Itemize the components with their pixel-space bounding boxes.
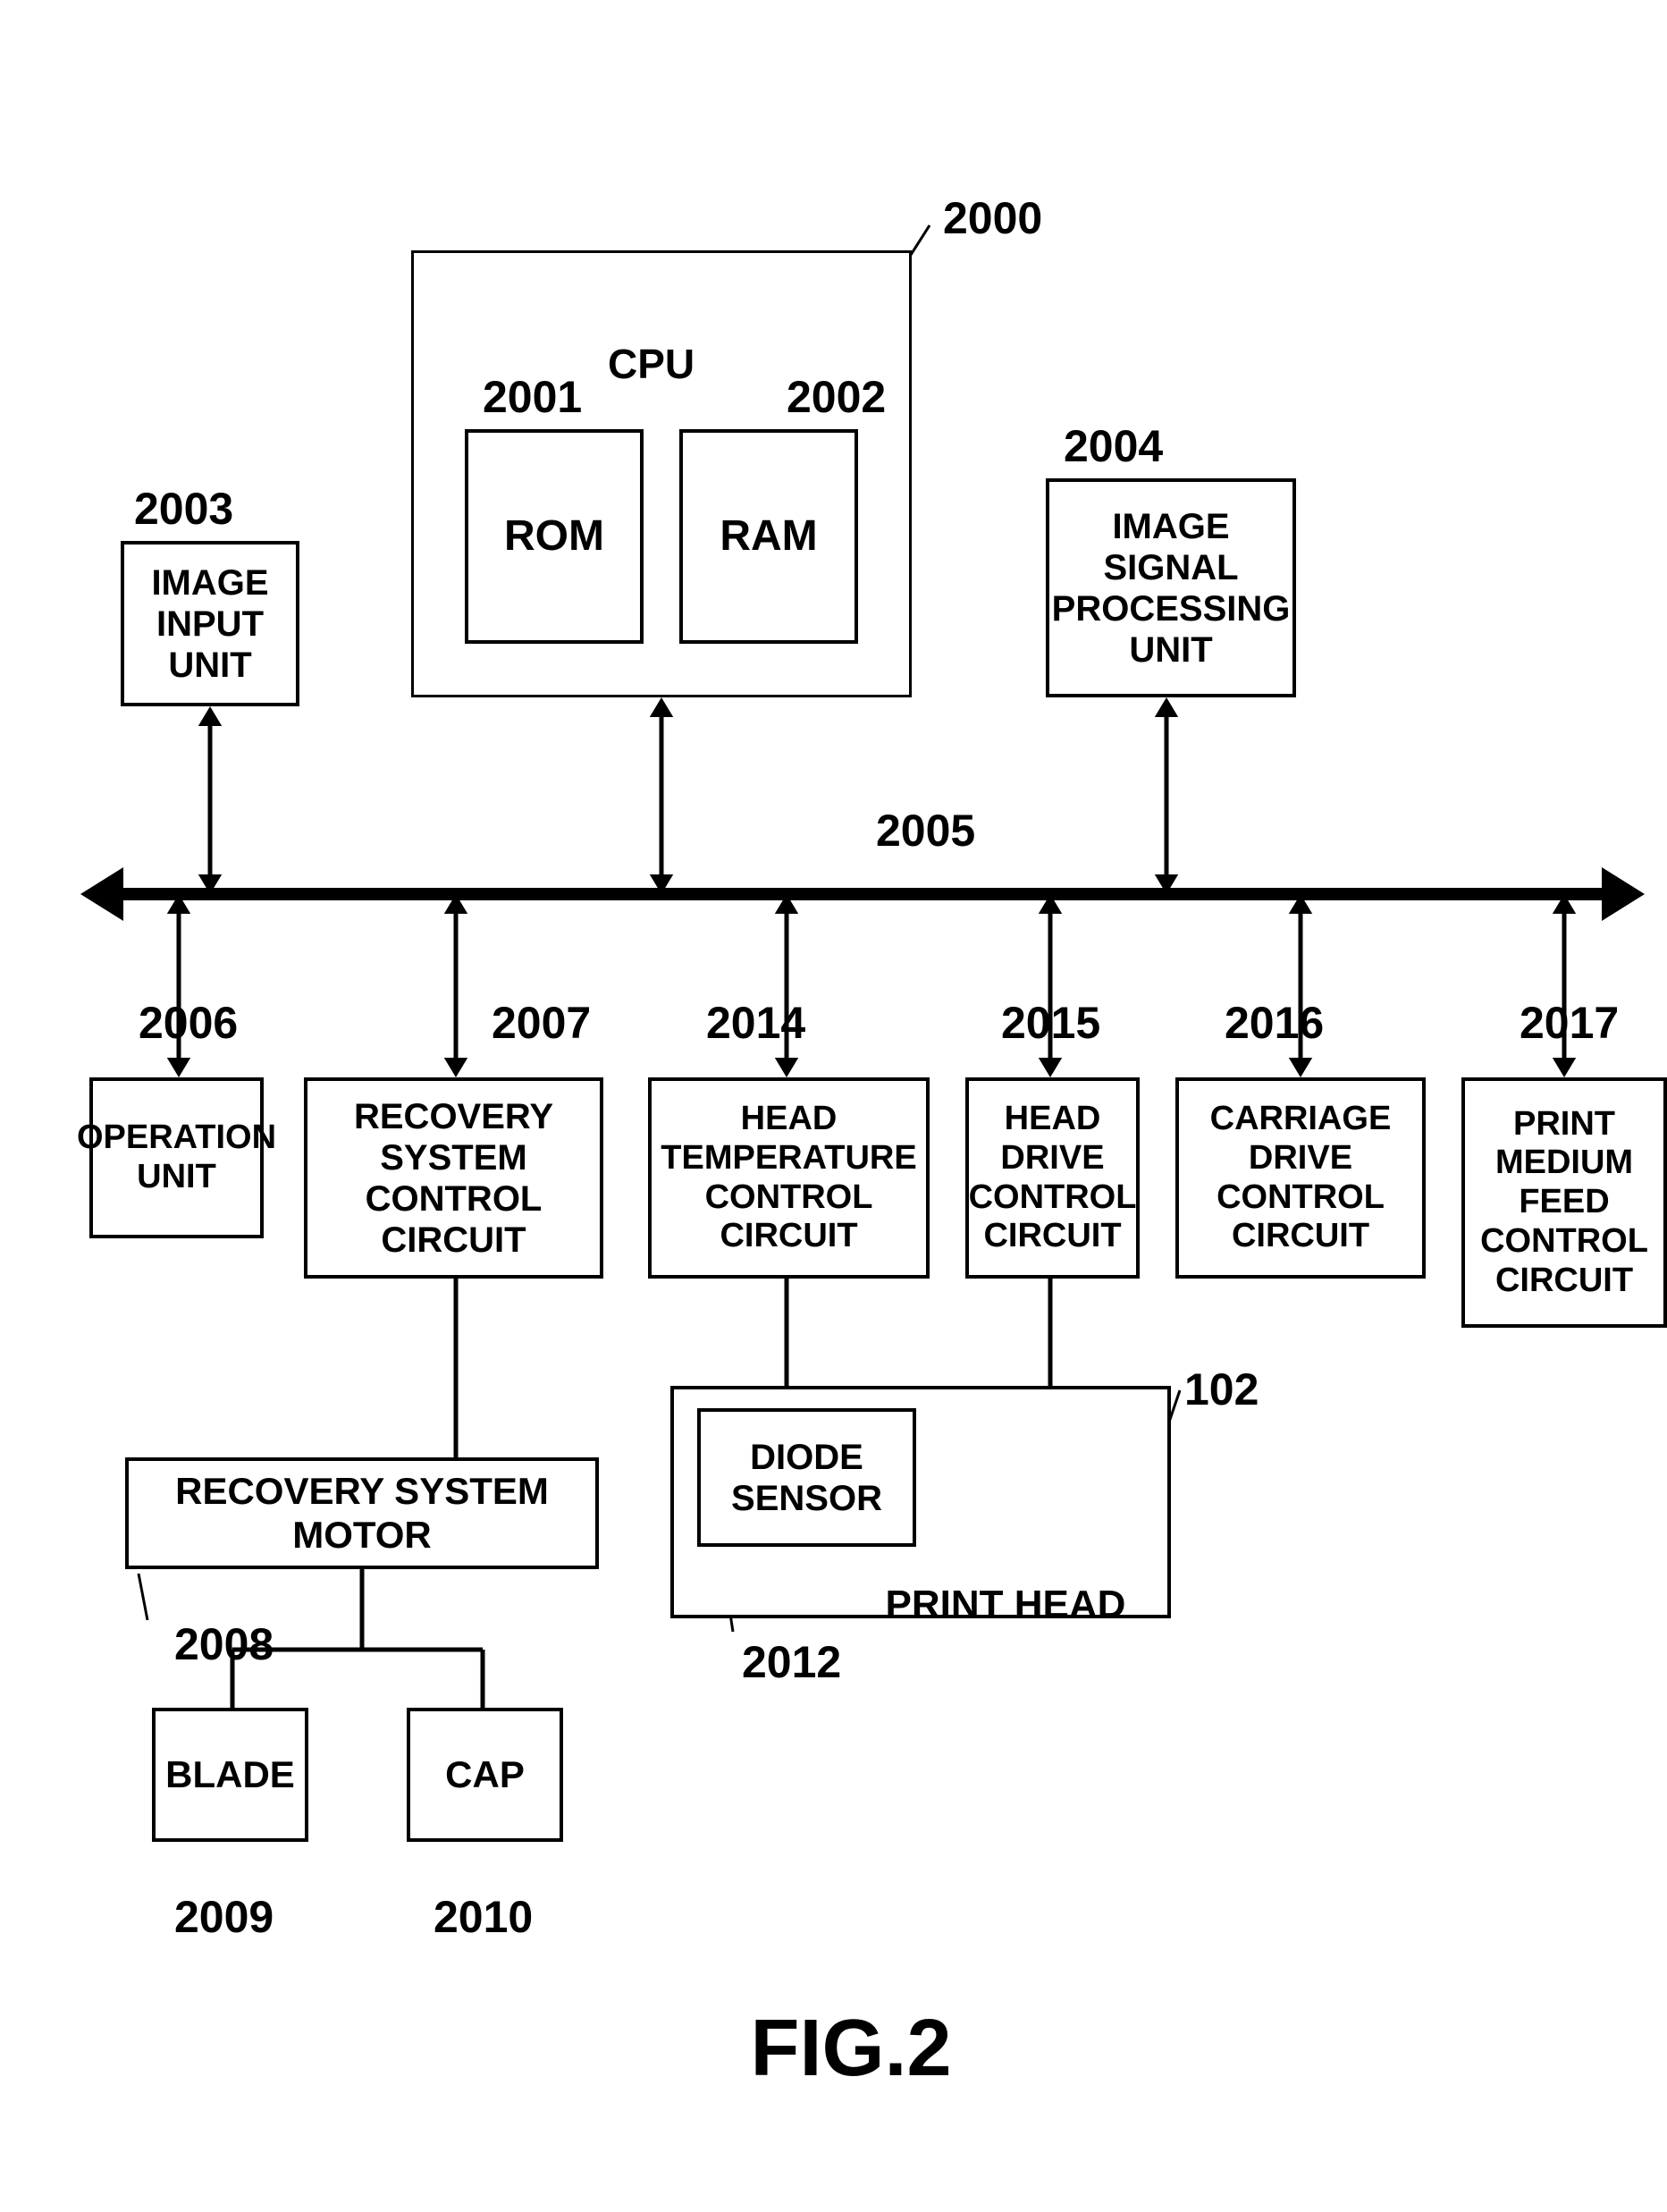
ref-label: 2006 <box>139 997 238 1049</box>
ref-label: 2009 <box>174 1891 274 1943</box>
ref-label: 2015 <box>1001 997 1100 1049</box>
ref-label: 2002 <box>787 371 886 423</box>
block-text: CARRIAGEDRIVECONTROLCIRCUIT <box>1210 1100 1392 1256</box>
print-head-ref: 102 <box>1184 1364 1259 1415</box>
cpu-label: CPU <box>608 340 695 388</box>
figure-label: FIG.2 <box>750 2003 951 2095</box>
circuit-box: HEAD TEMPERATURECONTROL CIRCUIT <box>648 1077 930 1279</box>
recovery-motor-box: RECOVERY SYSTEMMOTOR <box>125 1457 599 1569</box>
circuit-box: CARRIAGEDRIVECONTROLCIRCUIT <box>1175 1077 1426 1279</box>
cpu-ref: 2000 <box>943 192 1042 244</box>
blade-box: BLADE <box>152 1708 308 1842</box>
block-text: RECOVERY SYSTEMMOTOR <box>175 1470 549 1557</box>
block-text: PRINTMEDIUMFEEDCONTROLCIRCUIT <box>1480 1105 1648 1300</box>
ref-label: 2003 <box>134 483 233 535</box>
ref-label: 2007 <box>492 997 591 1049</box>
rom-box: ROM <box>465 429 644 644</box>
top-box: IMAGEINPUTUNIT <box>121 541 299 706</box>
ref-label: 2016 <box>1225 997 1324 1049</box>
block-text: RAM <box>720 511 817 561</box>
block-text: IMAGESIGNALPROCESSINGUNIT <box>1052 506 1291 671</box>
cap-box: CAP <box>407 1708 563 1842</box>
ram-box: RAM <box>679 429 858 644</box>
ref-label: 2014 <box>706 997 805 1049</box>
block-text: OPERATIONUNIT <box>77 1119 276 1196</box>
circuit-box: RECOVERY SYSTEMCONTROL CIRCUIT <box>304 1077 603 1279</box>
circuit-box: PRINTMEDIUMFEEDCONTROLCIRCUIT <box>1461 1077 1667 1328</box>
diode-sensor-box: DIODESENSOR <box>697 1408 916 1547</box>
ref-label: 2010 <box>434 1891 533 1943</box>
diode-sensor-ref: 2012 <box>742 1636 841 1688</box>
top-box: IMAGESIGNALPROCESSINGUNIT <box>1046 478 1296 697</box>
print-head-text: PRINT HEAD <box>886 1583 1126 1627</box>
bus-ref-label: 2005 <box>876 805 975 857</box>
diagram-canvas: 2005 CPU 2000 ROM 2001 RAM 2002 IMAGEINPUTUNIT 2… <box>18 18 1667 2194</box>
ref-label: 2001 <box>483 371 582 423</box>
ref-label: 2008 <box>174 1618 274 1670</box>
block-text: HEADDRIVECONTROLCIRCUIT <box>969 1100 1137 1256</box>
diode-sensor-text: DIODESENSOR <box>731 1437 882 1519</box>
ref-label: 2017 <box>1520 997 1619 1049</box>
block-text: HEAD TEMPERATURECONTROL CIRCUIT <box>652 1100 926 1256</box>
block-text: ROM <box>504 511 604 561</box>
block-text: IMAGEINPUTUNIT <box>151 562 268 686</box>
circuit-box: HEADDRIVECONTROLCIRCUIT <box>965 1077 1140 1279</box>
ref-label: 2004 <box>1064 420 1163 472</box>
block-text: BLADE <box>165 1753 295 1796</box>
circuit-box: OPERATIONUNIT <box>89 1077 264 1238</box>
block-text: RECOVERY SYSTEMCONTROL CIRCUIT <box>307 1096 600 1261</box>
block-text: CAP <box>445 1753 525 1796</box>
